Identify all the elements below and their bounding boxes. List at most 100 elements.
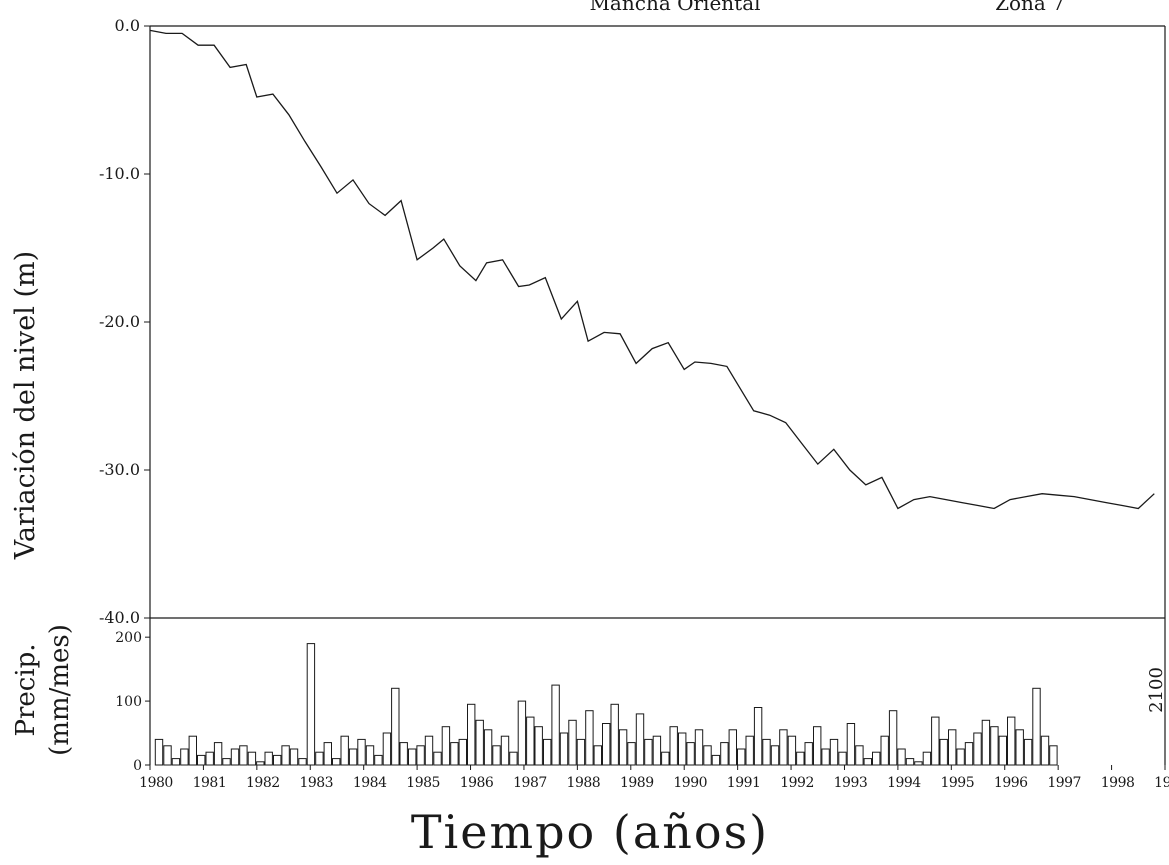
y-tick-label: 0.0 xyxy=(115,16,140,35)
precip-bar xyxy=(762,738,771,766)
precip-bar xyxy=(357,738,366,766)
precip-bar xyxy=(905,758,915,766)
x-tick-label: 1986 xyxy=(460,775,494,791)
precip-bar xyxy=(239,745,248,766)
precip-bar xyxy=(332,758,341,766)
precip-bar xyxy=(315,751,324,766)
precip-bar xyxy=(821,748,830,766)
precip-tick-label: 200 xyxy=(115,630,142,646)
precip-bar xyxy=(838,751,847,766)
precip-bar xyxy=(154,738,164,766)
x-tick-label: 1988 xyxy=(567,775,601,791)
precip-bar xyxy=(365,745,375,766)
x-tick-label: 1992 xyxy=(780,775,814,791)
precip-bar xyxy=(585,710,594,766)
precip-bar xyxy=(796,751,805,766)
level-line xyxy=(149,29,1155,510)
precip-bar xyxy=(1040,735,1050,766)
x-tick-label: 1981 xyxy=(193,775,227,791)
x-tick-label: 1999 xyxy=(1154,775,1169,791)
x-axis-label: Tiempo (años) xyxy=(411,805,769,859)
precip-bar xyxy=(382,732,392,766)
precip-bar xyxy=(264,751,273,766)
precip-bar xyxy=(652,735,662,766)
precip-bar xyxy=(829,738,839,766)
precip-bar xyxy=(247,751,257,766)
precip-bar xyxy=(770,745,780,766)
precip-bar xyxy=(661,751,670,766)
precip-bar xyxy=(779,729,788,766)
precip-bar xyxy=(711,754,721,766)
y-axis-label-precip-line1: Precip. xyxy=(11,643,41,736)
right-edge-label: 2100 xyxy=(1146,667,1167,713)
precip-bar xyxy=(888,710,898,766)
precip-bar xyxy=(922,751,932,766)
precip-bar xyxy=(483,729,493,766)
precip-bar xyxy=(576,738,586,766)
plot-frame xyxy=(149,25,1166,765)
precip-bar xyxy=(551,684,560,766)
x-tick-label: 1993 xyxy=(834,775,868,791)
precip-bar xyxy=(644,738,653,766)
precip-bar xyxy=(441,726,451,766)
precip-bar xyxy=(163,745,172,766)
precip-bar xyxy=(188,735,198,766)
precip-bar xyxy=(948,729,957,766)
precip-bar xyxy=(610,703,619,766)
precip-bar xyxy=(981,719,991,766)
precip-bar xyxy=(1049,745,1058,766)
precip-bar xyxy=(593,745,602,766)
y-tick-label: -20.0 xyxy=(99,312,140,331)
x-axis: 1980 1981 1982 1983 1984 1985 1986 1987 1988 1989… xyxy=(139,765,1169,791)
x-tick-label: 1982 xyxy=(246,775,280,791)
precip-bars xyxy=(154,643,1058,766)
precip-bar xyxy=(931,716,940,766)
y-tick-label: -40.0 xyxy=(99,608,140,627)
precip-bar xyxy=(213,742,223,766)
precip-bar xyxy=(399,742,408,766)
precip-bar xyxy=(618,729,628,766)
precip-bar xyxy=(703,745,712,766)
precip-bar xyxy=(846,723,856,766)
precip-bar xyxy=(568,719,577,766)
precip-bar xyxy=(348,748,358,766)
precip-tick-label: 100 xyxy=(115,694,142,710)
precip-bar xyxy=(526,716,535,766)
y-tick-label: -30.0 xyxy=(99,460,140,479)
precip-y-axis: 200 100 0 xyxy=(115,630,150,774)
precip-bar xyxy=(998,735,1007,766)
precip-bar xyxy=(171,758,181,766)
precip-bar xyxy=(1015,729,1024,766)
precip-bar xyxy=(686,742,695,766)
precip-bar xyxy=(728,729,737,766)
precip-bar xyxy=(602,723,611,766)
precip-bar xyxy=(416,745,425,766)
precip-bar xyxy=(281,745,290,766)
x-tick-label: 1989 xyxy=(620,775,654,791)
precip-bar xyxy=(374,754,383,766)
precip-bar xyxy=(517,700,527,766)
chart-title-right: Zona 7 xyxy=(995,0,1065,15)
precip-bar xyxy=(956,748,965,766)
precip-bar xyxy=(180,748,189,766)
precip-bar xyxy=(306,643,316,766)
precip-bar xyxy=(256,761,265,766)
precip-bar xyxy=(458,738,468,766)
precip-bar xyxy=(467,703,476,766)
x-tick-label: 1995 xyxy=(940,775,974,791)
x-tick-label: 1991 xyxy=(727,775,761,791)
precip-bar xyxy=(273,754,282,766)
x-tick-label: 1994 xyxy=(887,775,921,791)
precip-bar xyxy=(694,729,704,766)
level-series xyxy=(149,29,1155,510)
precip-bar xyxy=(222,758,231,766)
precip-bar xyxy=(804,742,813,766)
precip-bar xyxy=(492,745,501,766)
precip-bar xyxy=(863,758,872,766)
x-tick-label: 1996 xyxy=(994,775,1028,791)
precip-bar xyxy=(323,742,333,766)
precip-bar xyxy=(753,707,763,766)
main-y-axis: 0.0 -10.0 -20.0 -30.0 -40.0 xyxy=(99,16,150,627)
precip-bar xyxy=(872,751,881,766)
